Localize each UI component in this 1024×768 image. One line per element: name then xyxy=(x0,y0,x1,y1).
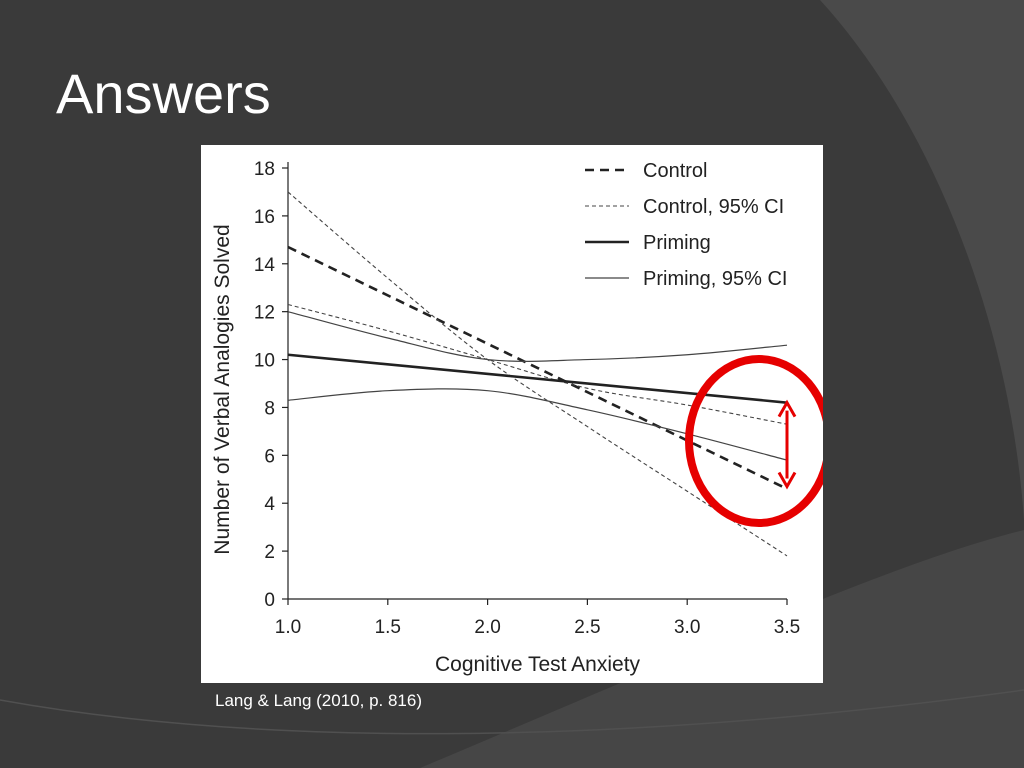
series-1-band-1-line xyxy=(287,303,788,425)
y-tick-label-2: 4 xyxy=(264,494,275,515)
y-tick-label-9: 18 xyxy=(254,159,275,180)
legend-label-1: Control, 95% CI xyxy=(643,196,784,218)
y-tick-label-1: 2 xyxy=(264,542,275,563)
x-tick-label-4: 3.0 xyxy=(674,617,700,638)
series-1-band-0-line xyxy=(287,191,788,557)
background-curve-right xyxy=(820,0,1024,520)
legend-label-0: Control xyxy=(643,160,707,182)
chart-panel: 0 2 4 6 8 10 12 14 16 18 1.0 1.5 2.0 2.5 3.0 3.5 Cogniti… xyxy=(201,145,823,683)
x-axis-label: Cognitive Test Anxiety xyxy=(435,653,641,676)
y-axis-label: Number of Verbal Analogies Solved xyxy=(211,224,234,554)
x-tick-label-0: 1.0 xyxy=(275,617,301,638)
y-tick-label-8: 16 xyxy=(254,207,275,228)
x-tick-label-3: 2.5 xyxy=(574,617,600,638)
x-tick-label-5: 3.5 xyxy=(774,617,800,638)
y-tick-label-6: 12 xyxy=(254,303,275,324)
y-tick-label-3: 6 xyxy=(264,446,275,467)
annotation-arrow-head-bottom xyxy=(777,471,797,490)
legend-label-3: Priming, 95% CI xyxy=(643,268,788,290)
series-0-line xyxy=(287,245,788,491)
slide-title: Answers xyxy=(56,62,271,125)
legend-label-2: Priming xyxy=(643,232,711,254)
x-tick-label-1: 1.5 xyxy=(375,617,401,638)
citation: Lang & Lang (2010, p. 816) xyxy=(215,691,422,710)
background-arc xyxy=(0,689,1024,735)
annotation-arrow-head-top xyxy=(777,399,797,418)
annotation-ellipse xyxy=(685,355,823,527)
y-tick-label-0: 0 xyxy=(264,590,275,611)
x-tick-label-2: 2.0 xyxy=(474,617,500,638)
y-tick-label-7: 14 xyxy=(254,255,276,276)
y-tick-label-5: 10 xyxy=(254,351,275,372)
series-3-band-0-line xyxy=(287,311,788,362)
line-chart: 0 2 4 6 8 10 12 14 16 18 1.0 1.5 2.0 2.5 3.0 3.5 Cogniti… xyxy=(211,159,823,676)
y-tick-label-4: 8 xyxy=(264,398,275,419)
series-3-band-1-line xyxy=(287,388,788,461)
